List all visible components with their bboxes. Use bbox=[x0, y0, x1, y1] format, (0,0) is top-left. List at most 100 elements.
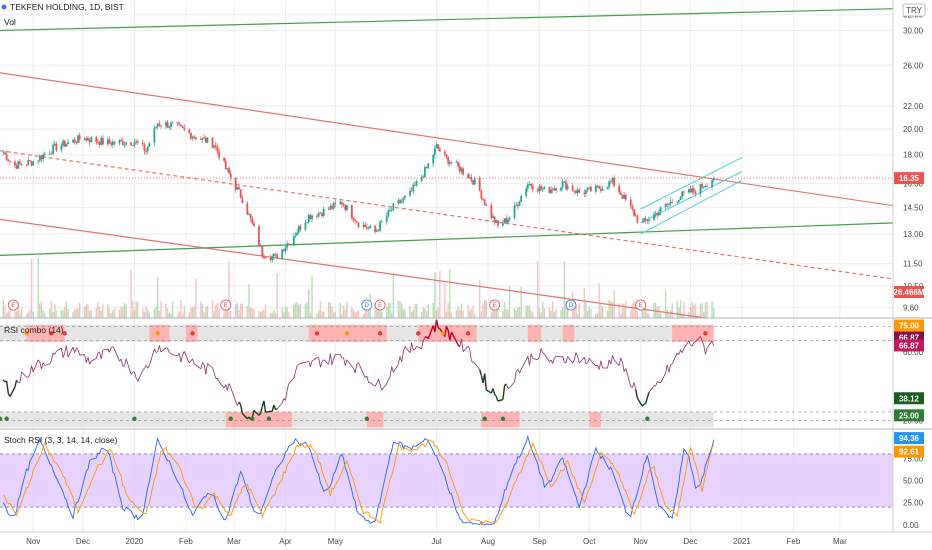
candle-body bbox=[211, 137, 214, 148]
time-axis[interactable]: Nov Dec 2020 Feb Mar Apr May Jul Aug Sep Oct Nov Dec… bbox=[26, 537, 847, 546]
candle-body bbox=[679, 196, 682, 201]
volume-bar bbox=[630, 310, 632, 318]
volume-label[interactable]: Vol bbox=[4, 17, 16, 27]
volume-bar bbox=[85, 304, 88, 318]
volume-bar bbox=[62, 310, 64, 318]
candle-body bbox=[48, 153, 51, 155]
candle-body bbox=[135, 141, 138, 143]
volume-bar bbox=[561, 307, 564, 318]
rsi-segment bbox=[228, 383, 232, 388]
trendline-green-lower[interactable] bbox=[0, 222, 894, 256]
rsi-title[interactable]: RSI combo (14) bbox=[4, 325, 64, 335]
rsi-segment bbox=[61, 347, 64, 358]
rsi-segment bbox=[600, 360, 603, 369]
volume-bar bbox=[206, 305, 209, 318]
rsi-segment bbox=[374, 383, 378, 387]
stoch-title[interactable]: Stoch RSI (3, 3, 14, 14, close) bbox=[4, 435, 118, 445]
volume-bar bbox=[444, 283, 446, 318]
volume-bar bbox=[550, 310, 552, 318]
rsi-overbought-dot bbox=[62, 331, 67, 336]
candle-body bbox=[155, 127, 157, 129]
candle-body bbox=[102, 138, 104, 145]
currency-badge[interactable] bbox=[902, 3, 926, 17]
candle-body bbox=[659, 206, 662, 212]
candle-body bbox=[4, 152, 6, 155]
dividend-marker[interactable] bbox=[361, 299, 373, 311]
candle-body bbox=[445, 154, 448, 157]
candle-body bbox=[165, 122, 167, 126]
rsi-panel[interactable] bbox=[0, 319, 893, 428]
trendline-channel-top[interactable] bbox=[640, 156, 743, 210]
volume-bar bbox=[329, 302, 332, 318]
trendline-channel-bottom[interactable] bbox=[640, 179, 743, 235]
volume-bar bbox=[148, 312, 151, 318]
volume-bar bbox=[381, 311, 383, 318]
volume-bar bbox=[97, 301, 99, 318]
time-tick-label: Oct bbox=[583, 537, 596, 546]
candle-body bbox=[239, 189, 242, 198]
volume-bar bbox=[525, 305, 527, 318]
candle-body bbox=[462, 168, 464, 175]
candle-body bbox=[170, 122, 172, 127]
trendline-red-lower[interactable] bbox=[0, 218, 706, 319]
trendlines[interactable] bbox=[0, 8, 894, 319]
volume-bar bbox=[83, 306, 86, 318]
time-tick-label: Aug bbox=[481, 537, 495, 546]
volume-bar bbox=[507, 309, 509, 318]
volume-bar bbox=[72, 311, 74, 318]
rsi-segment bbox=[462, 345, 469, 352]
candle-body bbox=[108, 139, 111, 143]
dividend-marker[interactable] bbox=[565, 299, 577, 311]
candle-body bbox=[236, 187, 239, 190]
volume-bar bbox=[113, 307, 116, 318]
volume-bar bbox=[478, 279, 481, 318]
rsi-oversold-dot bbox=[266, 416, 272, 421]
symbol-title[interactable]: TEKFEN HOLDING, 1D, BIST bbox=[10, 2, 124, 12]
rsi-segment bbox=[67, 346, 74, 358]
rsi-segment bbox=[645, 397, 649, 404]
candle-body bbox=[65, 144, 68, 147]
price-tick-label: 11.50 bbox=[903, 260, 923, 269]
rsi-oversold-dot bbox=[500, 416, 506, 421]
rsi-top-zone bbox=[418, 324, 477, 342]
trendline-red-upper[interactable] bbox=[0, 72, 894, 207]
candle-body bbox=[339, 201, 342, 204]
earnings-marker[interactable] bbox=[374, 299, 386, 311]
earnings-marker[interactable] bbox=[635, 299, 647, 311]
candle-body bbox=[467, 174, 469, 179]
rsi-segment bbox=[646, 392, 650, 398]
rsi-segment bbox=[671, 352, 678, 364]
stoch-rsi-panel[interactable] bbox=[0, 434, 893, 526]
candle-body bbox=[327, 209, 330, 210]
volume-bar bbox=[566, 303, 569, 318]
candle-body bbox=[261, 245, 264, 257]
candle-body bbox=[72, 139, 74, 143]
rsi-segment bbox=[56, 347, 62, 352]
rsi-upper-level-tag bbox=[894, 319, 924, 332]
time-tick-label: Feb bbox=[179, 537, 193, 546]
volume-bar bbox=[470, 308, 473, 318]
trendline-green-upper[interactable] bbox=[0, 8, 894, 32]
earnings-marker[interactable] bbox=[220, 299, 232, 311]
trendline-red-mid-dashed[interactable] bbox=[0, 150, 894, 280]
candle-body bbox=[224, 160, 227, 169]
candle-body bbox=[19, 161, 21, 164]
candle-body bbox=[113, 141, 116, 144]
volume-bar bbox=[304, 303, 307, 318]
candle-body bbox=[43, 154, 46, 155]
volume-bar bbox=[621, 303, 624, 318]
volume-bar bbox=[9, 309, 11, 318]
volume-bar bbox=[88, 310, 91, 318]
stoch-axis[interactable]: 75.00 50.00 25.00 0.00 bbox=[903, 454, 924, 530]
rsi-segment bbox=[212, 367, 215, 373]
rsi-top-zone bbox=[672, 324, 714, 342]
candle-body bbox=[194, 137, 197, 140]
volume-bar bbox=[693, 305, 695, 318]
volume-bar bbox=[143, 311, 146, 318]
rsi-segment bbox=[308, 361, 311, 367]
earnings-marker[interactable] bbox=[7, 299, 19, 311]
candle-body bbox=[15, 165, 18, 169]
earnings-marker[interactable] bbox=[489, 299, 501, 311]
